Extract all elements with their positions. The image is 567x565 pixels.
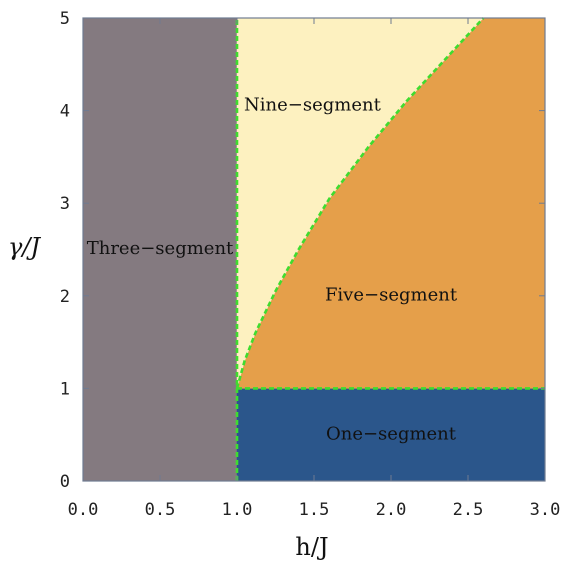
x-tick-label: 2.5 <box>453 500 484 520</box>
boundary-line-3 <box>235 17 485 389</box>
y-tick-label: 2 <box>60 287 70 307</box>
region-label-nine-segment: Nine−segment <box>244 95 382 116</box>
x-tick-label: 0.5 <box>145 500 176 520</box>
y-tick-label: 3 <box>60 194 70 214</box>
boundaries-layer <box>235 17 545 481</box>
region-labels-layer: Three−segment One−segment Five−segment Nine… <box>87 95 458 445</box>
regions-layer <box>82 17 546 482</box>
y-tick-label: 0 <box>60 472 70 492</box>
x-axis-label: h/J <box>295 533 328 561</box>
region-label-one-segment: One−segment <box>326 423 457 444</box>
region-label-three-segment: Three−segment <box>87 238 234 259</box>
ticks-layer: 0.0 0.5 1.0 1.5 2.0 2.5 3.0 0 1 2 3 4 5 <box>60 9 561 520</box>
y-axis-label: γ/J <box>8 233 41 261</box>
x-tick-label: 2.0 <box>376 500 407 520</box>
region-label-five-segment: Five−segment <box>325 284 458 305</box>
y-tick-label: 1 <box>60 379 70 399</box>
x-tick-label: 1.0 <box>222 500 253 520</box>
y-tick-label: 5 <box>60 9 70 29</box>
x-tick-label: 0.0 <box>68 500 99 520</box>
y-tick-label: 4 <box>60 102 70 122</box>
x-tick-label: 1.5 <box>299 500 330 520</box>
x-tick-label: 3.0 <box>530 500 561 520</box>
